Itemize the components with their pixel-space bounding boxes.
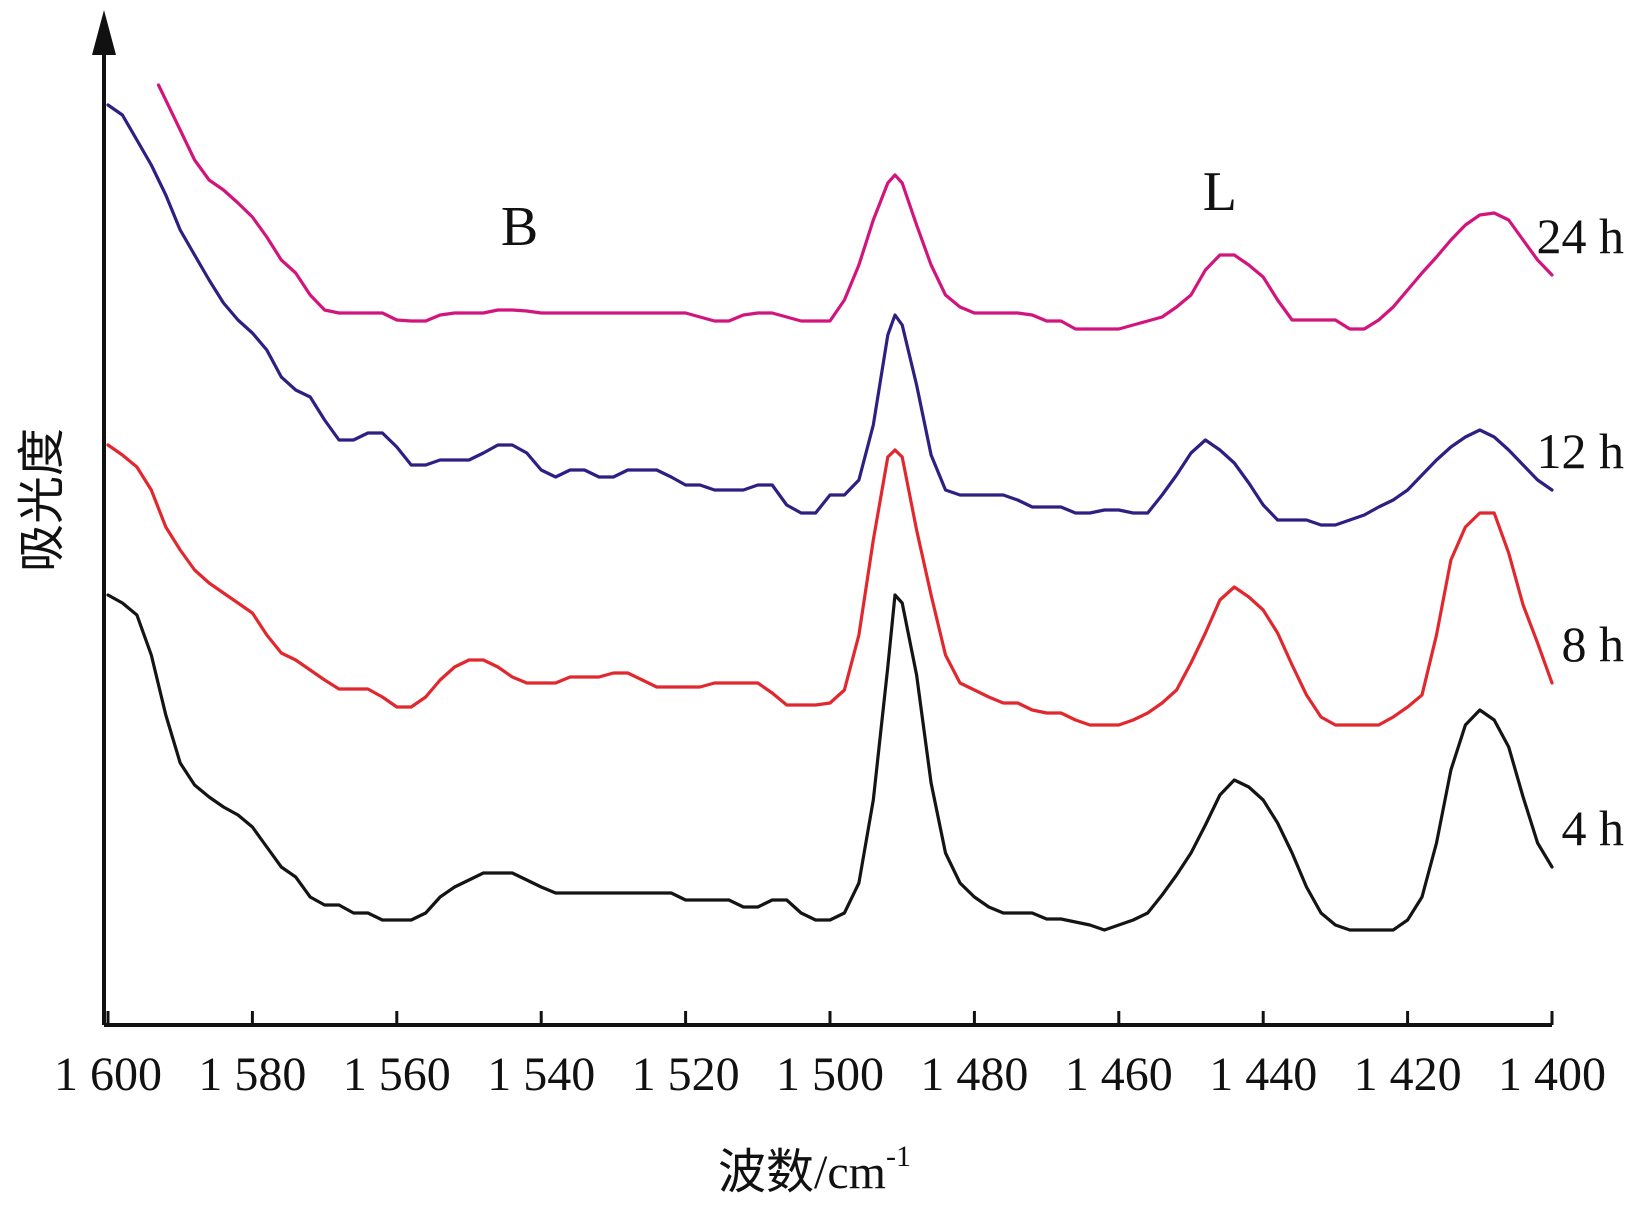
series-line-4h — [106, 593, 1554, 932]
x-tick-label-1600: 1 600 — [54, 1048, 162, 1101]
y-axis-title: 吸光度 — [16, 428, 69, 572]
series-label-4h: 4 h — [1562, 800, 1625, 856]
x-tick-label-1440: 1 440 — [1209, 1048, 1317, 1101]
x-tick-label-1580: 1 580 — [198, 1048, 306, 1101]
labels-layer: 24 h 12 h 8 h 4 h — [1537, 208, 1625, 856]
series-line-8h — [106, 443, 1554, 727]
y-axis-arrow-icon — [92, 10, 116, 55]
x-tick-label-1480: 1 480 — [920, 1048, 1028, 1101]
x-ticks: 1 600 1 580 1 560 1 540 1 520 1 500 1 480 1 460… — [54, 1011, 1606, 1101]
x-tick-label-1500: 1 500 — [776, 1048, 884, 1101]
x-tick-label-1520: 1 520 — [632, 1048, 740, 1101]
annotation-layer: BL — [501, 161, 1237, 258]
axes: 1 600 1 580 1 560 1 540 1 520 1 500 1 480 1 460… — [54, 10, 1606, 1101]
x-axis-title-superscript: -1 — [886, 1140, 911, 1173]
x-axis-title: 波数/cm-1 — [718, 1140, 911, 1199]
series-label-8h: 8 h — [1562, 616, 1625, 672]
x-tick-label-1540: 1 540 — [487, 1048, 595, 1101]
annotation-l: L — [1203, 161, 1237, 223]
series-label-12h: 12 h — [1537, 423, 1625, 479]
x-tick-label-1460: 1 460 — [1065, 1048, 1173, 1101]
x-tick-label-1420: 1 420 — [1354, 1048, 1462, 1101]
series-line-24h — [156, 83, 1554, 331]
annotation-b: B — [501, 196, 538, 258]
series-line-12h — [106, 103, 1554, 527]
x-tick-label-1400: 1 400 — [1498, 1048, 1606, 1101]
x-tick-label-1560: 1 560 — [343, 1048, 451, 1101]
series-layer — [106, 83, 1554, 932]
series-label-24h: 24 h — [1537, 208, 1625, 264]
